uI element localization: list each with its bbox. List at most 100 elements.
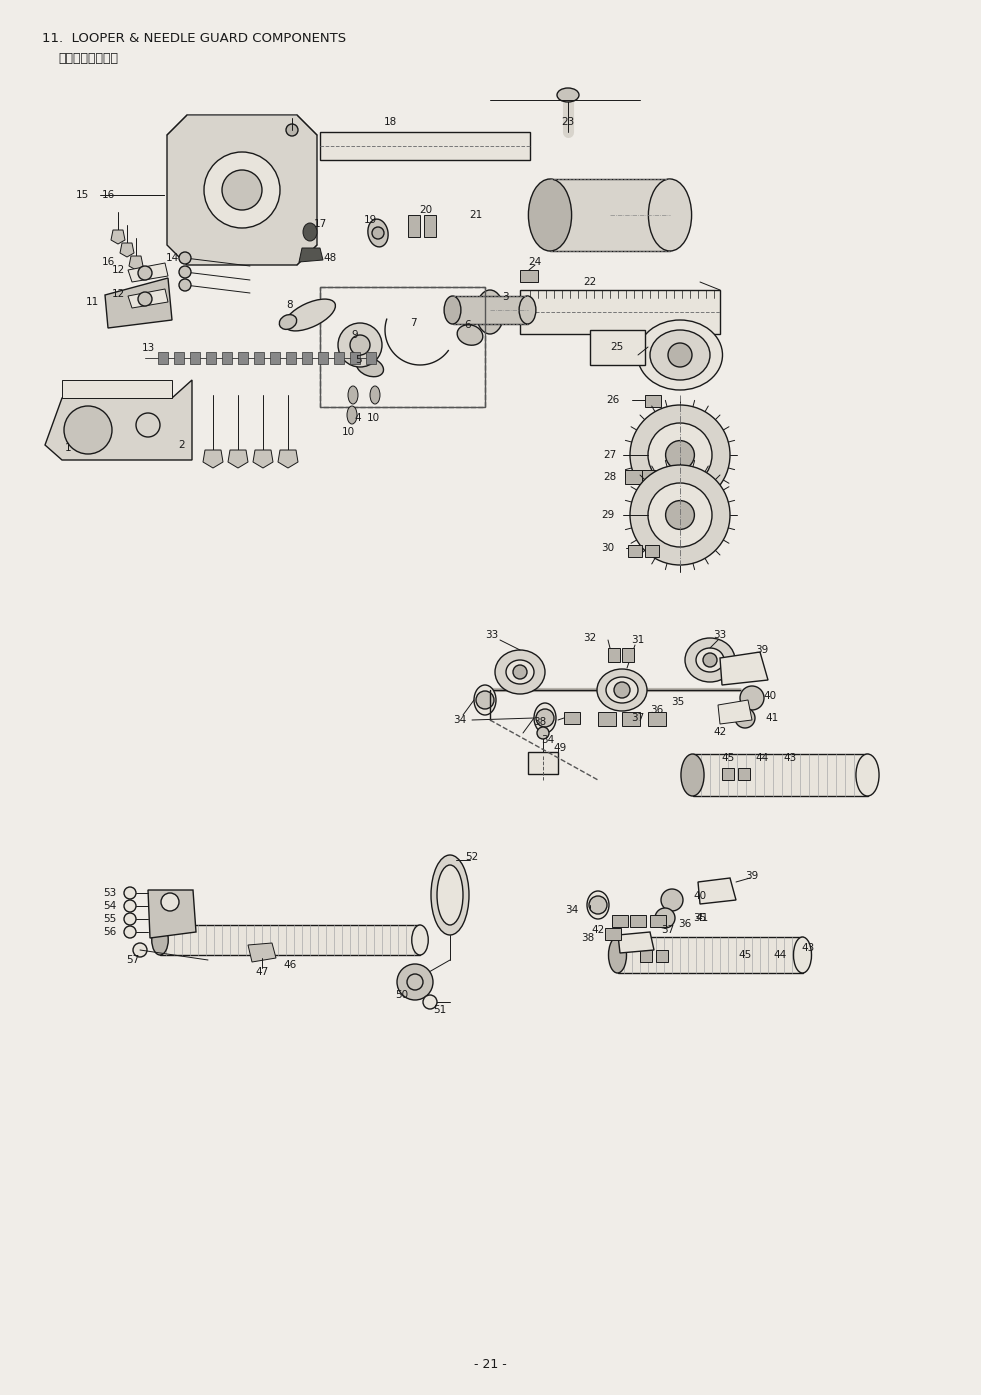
Text: 6: 6 <box>465 319 471 331</box>
Text: 21: 21 <box>469 211 483 220</box>
Bar <box>738 769 750 780</box>
Text: 16: 16 <box>101 257 115 266</box>
Text: 20: 20 <box>420 205 433 215</box>
Ellipse shape <box>597 670 647 711</box>
Circle shape <box>138 266 152 280</box>
Text: 56: 56 <box>103 928 117 937</box>
Text: 49: 49 <box>553 744 567 753</box>
Text: 22: 22 <box>584 278 596 287</box>
Text: 9: 9 <box>351 331 358 340</box>
Text: 44: 44 <box>773 950 787 960</box>
Ellipse shape <box>587 891 609 919</box>
Text: 18: 18 <box>384 117 396 127</box>
Text: 29: 29 <box>601 511 615 520</box>
Polygon shape <box>698 877 736 904</box>
Ellipse shape <box>638 319 722 391</box>
Circle shape <box>133 943 147 957</box>
Circle shape <box>513 665 527 679</box>
Ellipse shape <box>681 755 704 797</box>
Circle shape <box>397 964 433 1000</box>
Circle shape <box>124 926 136 937</box>
Bar <box>174 352 184 364</box>
Text: 38: 38 <box>582 933 594 943</box>
Text: 2: 2 <box>179 439 185 451</box>
Circle shape <box>740 686 764 710</box>
Text: 34: 34 <box>542 735 554 745</box>
Bar <box>722 769 734 780</box>
Ellipse shape <box>431 855 469 935</box>
Circle shape <box>204 152 280 227</box>
Polygon shape <box>128 264 168 282</box>
Circle shape <box>665 501 695 529</box>
Text: 39: 39 <box>746 870 758 882</box>
Ellipse shape <box>412 925 429 956</box>
Text: 13: 13 <box>141 343 155 353</box>
Polygon shape <box>45 379 192 460</box>
Ellipse shape <box>606 677 638 703</box>
Polygon shape <box>203 451 223 467</box>
Text: 48: 48 <box>324 252 336 264</box>
Text: ルーパ・针受関係: ルーパ・针受関係 <box>58 52 118 64</box>
Text: 3: 3 <box>501 292 508 301</box>
Text: 10: 10 <box>367 413 380 423</box>
Text: 42: 42 <box>713 727 727 737</box>
Text: 12: 12 <box>112 265 125 275</box>
Circle shape <box>124 900 136 912</box>
Polygon shape <box>299 248 323 262</box>
Text: 33: 33 <box>486 631 498 640</box>
Bar <box>628 545 642 557</box>
Circle shape <box>286 124 298 135</box>
Text: 32: 32 <box>584 633 596 643</box>
Bar <box>320 287 485 407</box>
Text: 33: 33 <box>713 631 727 640</box>
Ellipse shape <box>648 179 692 251</box>
Text: 30: 30 <box>601 543 614 552</box>
Text: 35: 35 <box>694 912 706 923</box>
Polygon shape <box>248 943 276 963</box>
Circle shape <box>179 266 191 278</box>
Ellipse shape <box>368 219 388 247</box>
Polygon shape <box>111 230 125 244</box>
Bar <box>630 915 646 928</box>
Text: 16: 16 <box>101 190 115 199</box>
Text: 23: 23 <box>561 117 575 127</box>
Polygon shape <box>128 289 168 308</box>
Ellipse shape <box>650 331 710 379</box>
Ellipse shape <box>608 937 627 972</box>
Text: 51: 51 <box>434 1004 446 1016</box>
Circle shape <box>536 709 554 727</box>
Circle shape <box>703 653 717 667</box>
Ellipse shape <box>303 223 317 241</box>
Ellipse shape <box>356 357 384 377</box>
Bar <box>590 331 645 365</box>
Bar <box>642 470 662 484</box>
Ellipse shape <box>506 660 534 684</box>
Bar <box>254 352 264 364</box>
Circle shape <box>423 995 437 1009</box>
Text: 24: 24 <box>529 257 542 266</box>
Polygon shape <box>718 700 752 724</box>
Text: 17: 17 <box>313 219 327 229</box>
Ellipse shape <box>152 925 169 956</box>
Ellipse shape <box>794 937 811 972</box>
Bar <box>424 215 436 237</box>
Text: 43: 43 <box>801 943 814 953</box>
Ellipse shape <box>529 179 572 251</box>
Polygon shape <box>129 257 143 271</box>
Bar <box>650 915 666 928</box>
Circle shape <box>537 727 549 739</box>
Text: 37: 37 <box>661 925 675 935</box>
Bar <box>693 755 867 797</box>
Ellipse shape <box>437 865 463 925</box>
Bar <box>366 352 376 364</box>
Bar <box>452 296 528 324</box>
Text: 36: 36 <box>650 704 663 716</box>
Bar <box>520 271 538 282</box>
Ellipse shape <box>696 649 724 672</box>
Circle shape <box>179 279 191 292</box>
Bar <box>564 711 580 724</box>
Bar <box>648 711 666 725</box>
Text: 11.  LOOPER & NEEDLE GUARD COMPONENTS: 11. LOOPER & NEEDLE GUARD COMPONENTS <box>42 32 346 45</box>
Bar <box>350 352 360 364</box>
Circle shape <box>179 252 191 264</box>
